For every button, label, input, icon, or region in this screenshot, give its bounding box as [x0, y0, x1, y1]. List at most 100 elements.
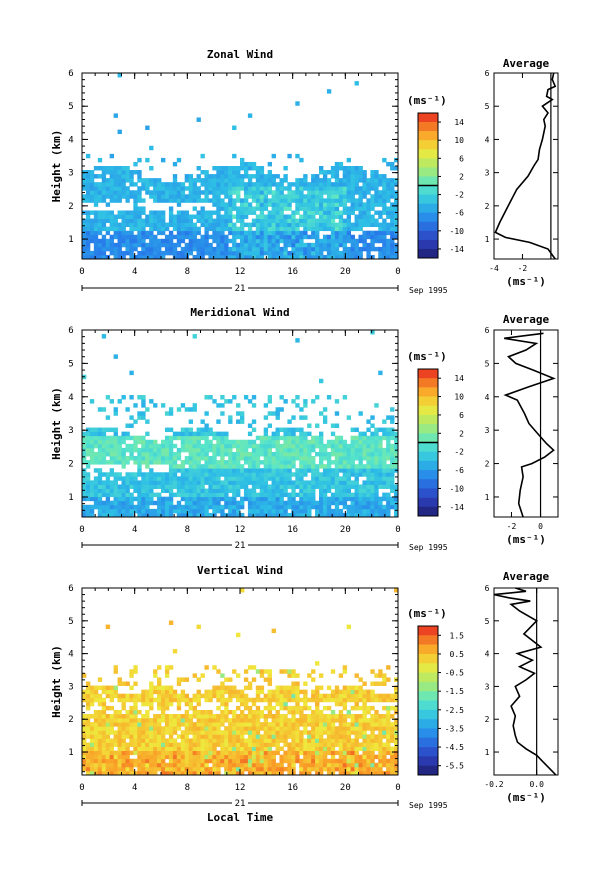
heatmap-cell — [362, 468, 367, 473]
heatmap-cell — [89, 504, 95, 510]
heatmap-cell — [236, 468, 241, 473]
heatmap-cell — [315, 254, 320, 260]
heatmap-cell — [390, 206, 395, 211]
heatmap-cell — [370, 435, 375, 441]
heatmap-cell — [390, 234, 395, 240]
heatmap-cell — [370, 480, 375, 485]
heatmap-cell — [346, 512, 351, 518]
heatmap-cell — [153, 443, 158, 449]
heatmap-cell — [291, 734, 296, 739]
heatmap-cell — [382, 226, 387, 232]
heatmap-cell — [129, 742, 134, 747]
heatmap-cell — [164, 439, 170, 445]
heatmap-cell — [338, 742, 344, 747]
heatmap-cell — [133, 758, 138, 764]
heatmap-cell — [259, 484, 265, 489]
heatmap-cell — [89, 726, 95, 731]
heatmap-cell — [338, 443, 344, 449]
heatmap-cell — [350, 754, 355, 760]
heatmap-cell — [326, 738, 332, 743]
heatmap-cell — [370, 218, 375, 224]
heatmap-cell — [172, 504, 178, 510]
heatmap-cell — [382, 754, 387, 760]
heatmap-cell — [287, 754, 292, 760]
heatmap-cell — [342, 439, 348, 445]
heatmap-cell — [247, 250, 253, 256]
heatmap-cell — [299, 705, 304, 711]
heatmap-cell — [196, 198, 201, 203]
heatmap-cell — [378, 476, 383, 481]
heatmap-cell — [342, 742, 348, 747]
heatmap-cell — [354, 746, 359, 752]
heatmap-cell — [224, 689, 229, 695]
heatmap-cell — [350, 186, 355, 191]
heatmap-cell — [251, 427, 257, 433]
heatmap-cell — [251, 456, 257, 461]
heatmap-cell — [291, 500, 296, 506]
heatmap-cell — [149, 758, 154, 764]
heatmap-cell — [311, 230, 316, 236]
heatmap-cell — [232, 125, 237, 131]
heatmap-cell — [125, 766, 130, 772]
heatmap-cell — [133, 480, 138, 485]
heatmap-cell — [212, 496, 217, 502]
heatmap-cell — [145, 480, 150, 485]
heatmap-cell — [188, 508, 193, 514]
heatmap-cell — [101, 234, 107, 240]
heatmap-cell — [216, 770, 221, 776]
heatmap-cell — [101, 190, 107, 195]
heatmap-cell — [374, 174, 379, 179]
heatmap-cell — [113, 174, 118, 179]
heatmap-cell — [394, 766, 399, 772]
heatmap-cell — [283, 476, 288, 481]
heatmap-cell — [271, 484, 276, 489]
heatmap-cell — [390, 734, 395, 739]
heatmap-cell — [89, 431, 95, 437]
heatmap-cell — [97, 456, 103, 461]
heatmap-cell — [315, 210, 320, 215]
heatmap-cell — [216, 170, 221, 175]
heatmap-cell — [354, 226, 359, 232]
heatmap-cell — [240, 443, 245, 449]
heatmap-cell — [330, 238, 336, 244]
heatmap-cell — [196, 758, 201, 764]
heatmap-cell — [358, 758, 363, 764]
heatmap-cell — [334, 750, 340, 756]
heatmap-cell — [228, 496, 233, 502]
heatmap-cell — [366, 722, 371, 727]
heatmap-cell — [267, 254, 272, 260]
heatmap-cell — [382, 447, 387, 453]
heatmap-cell — [192, 726, 197, 731]
heatmap-cell — [212, 464, 217, 469]
heatmap-cell — [153, 766, 158, 772]
heatmap-cell — [232, 770, 237, 776]
heatmap-cell — [141, 403, 146, 408]
heatmap-cell — [224, 226, 229, 232]
heatmap-cell — [220, 750, 225, 756]
heatmap-cell — [350, 484, 355, 489]
heatmap-cell — [275, 472, 280, 477]
heatmap-cell — [263, 198, 269, 203]
heatmap-cell — [125, 504, 130, 510]
heatmap-cell — [291, 770, 296, 776]
heatmap-cell — [208, 395, 213, 400]
heatmap-cell — [220, 714, 225, 719]
heatmap-cell — [346, 484, 351, 489]
heatmap-cell — [200, 770, 205, 776]
heatmap-cell — [263, 186, 269, 191]
heatmap-cell — [208, 746, 213, 752]
heatmap-cell — [378, 190, 383, 195]
heatmap-cell — [322, 508, 328, 514]
heatmap-cell — [93, 754, 99, 760]
heatmap-cell — [129, 496, 134, 502]
heatmap-cell — [117, 766, 122, 772]
heatmap-cell — [236, 182, 241, 187]
heatmap-cell — [212, 504, 217, 510]
heatmap-cell — [283, 464, 288, 469]
heatmap-cell — [168, 472, 174, 477]
heatmap-cell — [311, 447, 316, 453]
heatmap-cell — [164, 754, 170, 760]
heatmap-cell — [89, 182, 95, 187]
heatmap-cell — [208, 480, 213, 485]
heatmap-cell — [133, 182, 138, 187]
